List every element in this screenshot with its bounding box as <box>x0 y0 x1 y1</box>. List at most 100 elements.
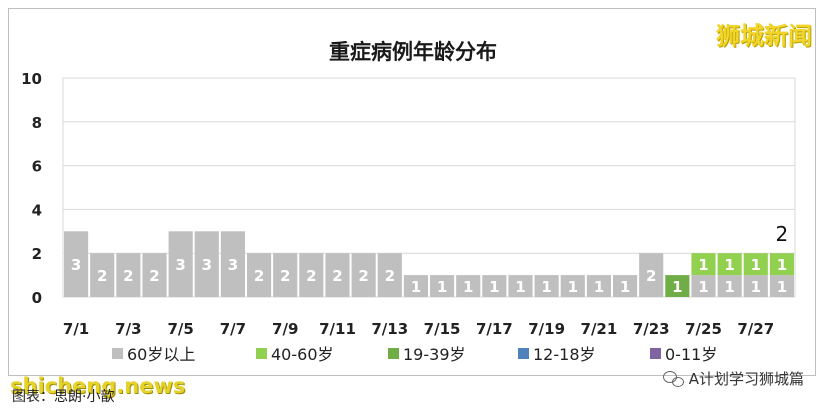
bar-value-label: 1 <box>751 256 761 274</box>
bar-value-label: 2 <box>123 267 133 285</box>
bar-value-label: 1 <box>437 278 447 296</box>
bar-value-label: 1 <box>698 278 708 296</box>
bar-segment <box>299 253 324 297</box>
x-tick-label: 7/25 <box>685 320 722 338</box>
bar-value-label: 2 <box>280 267 290 285</box>
bar-segment <box>639 253 664 297</box>
bar-value-label: 1 <box>541 278 551 296</box>
source-caption: 图表：思朗·小歆 <box>12 389 115 405</box>
x-tick-label: 7/13 <box>371 320 408 338</box>
bar-segment <box>220 231 245 297</box>
bar-segment <box>717 253 742 276</box>
bar-segment <box>403 275 428 297</box>
bar-segment <box>116 253 141 297</box>
bar-value-label: 3 <box>175 256 185 274</box>
bar-segment <box>273 253 298 297</box>
bar-segment <box>769 275 794 297</box>
bar-segment <box>743 275 768 297</box>
bar-value-label: 2 <box>646 267 656 285</box>
bar-segment <box>769 253 794 276</box>
legend-swatch <box>650 348 661 359</box>
total-annotation: 2 <box>776 222 789 246</box>
legend-label: 40-60岁 <box>271 345 334 364</box>
watermark-top-right: 狮城新闻 <box>716 21 812 50</box>
x-tick-label: 7/7 <box>220 320 246 338</box>
x-tick-label: 7/1 <box>63 320 89 338</box>
bar-segment <box>90 253 115 297</box>
bar-segment <box>168 231 193 297</box>
bar-segment <box>691 275 716 297</box>
bar-value-label: 1 <box>489 278 499 296</box>
bar-value-label: 1 <box>620 278 630 296</box>
bar-value-label: 2 <box>385 267 395 285</box>
bar-value-label: 2 <box>306 267 316 285</box>
bar-segment <box>534 275 559 297</box>
bar-segment <box>325 253 350 297</box>
wechat-credit: A计划学习狮城篇 <box>662 368 804 389</box>
bar-segment <box>691 253 716 276</box>
x-tick-label: 7/11 <box>319 320 356 338</box>
bar-value-label: 1 <box>724 278 734 296</box>
chart-frame <box>8 8 816 376</box>
x-tick-label: 7/3 <box>115 320 141 338</box>
legend-label: 19-39岁 <box>403 345 466 364</box>
legend-label: 60岁以上 <box>127 345 195 364</box>
wechat-account: A计划学习狮城篇 <box>688 370 804 388</box>
bar-value-label: 3 <box>202 256 212 274</box>
legend-swatch <box>256 348 267 359</box>
bar-segment <box>482 275 507 297</box>
bar-value-label: 2 <box>149 267 159 285</box>
bar-segment <box>351 253 376 297</box>
y-tick-label: 4 <box>32 201 42 219</box>
bar-value-label: 1 <box>463 278 473 296</box>
bar-value-label: 1 <box>751 278 761 296</box>
bar-segment <box>377 253 402 297</box>
bar-segment <box>508 275 533 297</box>
bar-segment <box>247 253 272 297</box>
bar-value-label: 3 <box>228 256 238 274</box>
bar-value-label: 1 <box>568 278 578 296</box>
y-tick-label: 8 <box>32 114 42 132</box>
bar-value-label: 1 <box>777 278 787 296</box>
x-tick-label: 7/19 <box>528 320 565 338</box>
bar-value-label: 2 <box>358 267 368 285</box>
legend-swatch <box>518 348 529 359</box>
y-tick-label: 0 <box>32 289 42 307</box>
bar-segment <box>665 275 690 297</box>
bar-segment <box>717 275 742 297</box>
bar-value-label: 2 <box>332 267 342 285</box>
bar-segment <box>743 253 768 276</box>
bar-segment <box>64 231 89 297</box>
bar-value-label: 3 <box>71 256 81 274</box>
y-tick-label: 10 <box>21 70 42 88</box>
bar-value-label: 2 <box>97 267 107 285</box>
chart-title: 重症病例年龄分布 <box>329 40 497 64</box>
watermark-bottom-left: shicheng.news <box>10 374 186 398</box>
legend-label: 12-18岁 <box>533 345 596 364</box>
y-tick-label: 2 <box>32 245 42 263</box>
bar-segment <box>142 253 167 297</box>
bar-segment <box>586 275 611 297</box>
wechat-icon <box>662 370 685 387</box>
bar-segment <box>560 275 585 297</box>
x-tick-label: 7/27 <box>737 320 774 338</box>
bar-value-label: 1 <box>698 256 708 274</box>
bar-value-label: 1 <box>411 278 421 296</box>
bar-value-label: 1 <box>515 278 525 296</box>
bar-value-label: 1 <box>724 256 734 274</box>
y-tick-label: 6 <box>32 158 42 176</box>
bar-value-label: 1 <box>672 278 682 296</box>
bar-segment <box>194 231 219 297</box>
x-tick-label: 7/15 <box>424 320 461 338</box>
x-tick-label: 7/21 <box>581 320 618 338</box>
legend-swatch <box>112 348 123 359</box>
x-tick-label: 7/23 <box>633 320 670 338</box>
x-tick-label: 7/17 <box>476 320 513 338</box>
legend-label: 0-11岁 <box>665 345 717 364</box>
bar-value-label: 1 <box>594 278 604 296</box>
x-tick-label: 7/9 <box>272 320 298 338</box>
x-tick-label: 7/5 <box>167 320 193 338</box>
legend-swatch <box>388 348 399 359</box>
bar-segment <box>456 275 481 297</box>
